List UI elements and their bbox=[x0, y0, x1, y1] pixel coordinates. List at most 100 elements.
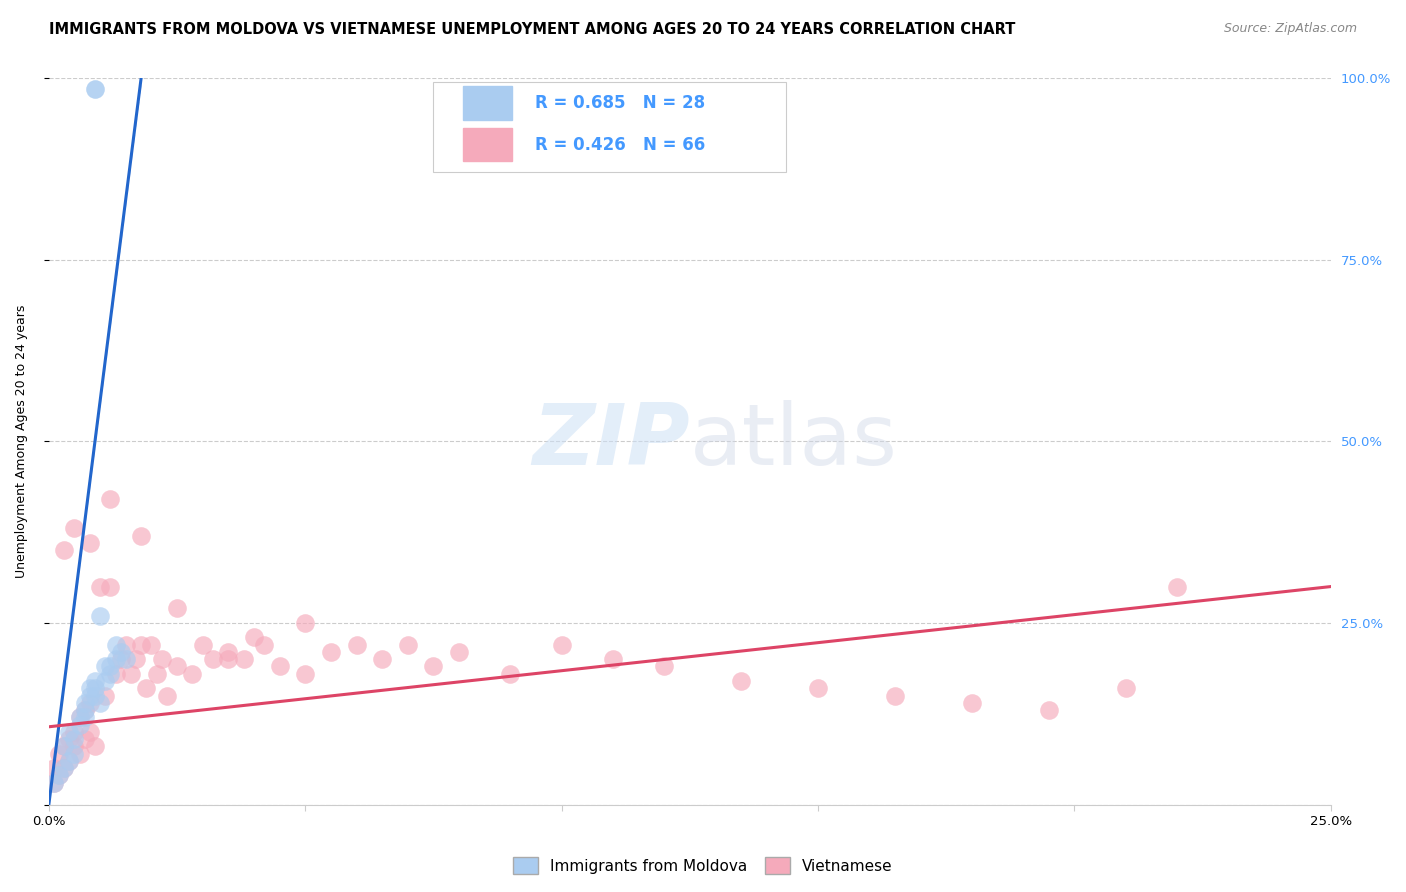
Point bbox=[42, 761, 65, 775]
Point bbox=[42, 775, 65, 789]
Point bbox=[84, 739, 107, 754]
Point bbox=[58, 754, 80, 768]
Text: atlas: atlas bbox=[690, 400, 898, 483]
Point bbox=[100, 659, 122, 673]
Point bbox=[53, 739, 76, 754]
Point bbox=[100, 580, 122, 594]
Point bbox=[499, 666, 522, 681]
Point bbox=[73, 703, 96, 717]
Point bbox=[319, 645, 342, 659]
Point bbox=[48, 768, 70, 782]
Point bbox=[449, 645, 471, 659]
Point bbox=[114, 652, 136, 666]
Point bbox=[960, 696, 983, 710]
Point bbox=[100, 492, 122, 507]
Point bbox=[69, 710, 91, 724]
Point bbox=[110, 645, 132, 659]
Point bbox=[89, 696, 111, 710]
Point bbox=[129, 529, 152, 543]
Point bbox=[58, 754, 80, 768]
Point bbox=[69, 747, 91, 761]
Text: ZIP: ZIP bbox=[533, 400, 690, 483]
Point bbox=[73, 703, 96, 717]
Point bbox=[73, 710, 96, 724]
Point bbox=[201, 652, 224, 666]
Point bbox=[69, 710, 91, 724]
Point bbox=[217, 645, 239, 659]
Point bbox=[63, 732, 86, 747]
Point bbox=[145, 666, 167, 681]
Point bbox=[269, 659, 291, 673]
Point bbox=[166, 601, 188, 615]
Point bbox=[602, 652, 624, 666]
Point bbox=[150, 652, 173, 666]
Point bbox=[53, 761, 76, 775]
Text: R = 0.685   N = 28: R = 0.685 N = 28 bbox=[534, 94, 704, 112]
Point bbox=[84, 82, 107, 96]
Point bbox=[104, 638, 127, 652]
Point bbox=[94, 689, 117, 703]
FancyBboxPatch shape bbox=[433, 81, 786, 172]
Point bbox=[166, 659, 188, 673]
Point bbox=[104, 666, 127, 681]
Point bbox=[94, 659, 117, 673]
Point bbox=[135, 681, 157, 696]
Bar bbox=[463, 87, 512, 120]
Point bbox=[1166, 580, 1188, 594]
Point bbox=[422, 659, 444, 673]
Point bbox=[84, 681, 107, 696]
Point bbox=[217, 652, 239, 666]
Point bbox=[79, 536, 101, 550]
Point bbox=[89, 608, 111, 623]
Point bbox=[73, 732, 96, 747]
Point bbox=[63, 739, 86, 754]
Point bbox=[141, 638, 163, 652]
Point bbox=[181, 666, 204, 681]
Point bbox=[63, 724, 86, 739]
Point bbox=[129, 638, 152, 652]
Point bbox=[652, 659, 675, 673]
Point bbox=[53, 761, 76, 775]
Point bbox=[371, 652, 394, 666]
Point bbox=[63, 521, 86, 535]
Point bbox=[53, 739, 76, 754]
Point bbox=[63, 747, 86, 761]
Text: IMMIGRANTS FROM MOLDOVA VS VIETNAMESE UNEMPLOYMENT AMONG AGES 20 TO 24 YEARS COR: IMMIGRANTS FROM MOLDOVA VS VIETNAMESE UN… bbox=[49, 22, 1015, 37]
Point bbox=[243, 631, 266, 645]
Point bbox=[253, 638, 276, 652]
Point bbox=[1115, 681, 1137, 696]
Point bbox=[84, 689, 107, 703]
Point bbox=[84, 673, 107, 688]
Point bbox=[42, 775, 65, 789]
Point bbox=[346, 638, 368, 652]
Point bbox=[294, 666, 316, 681]
Point bbox=[550, 638, 572, 652]
Point bbox=[156, 689, 179, 703]
Point bbox=[730, 673, 752, 688]
Point bbox=[73, 696, 96, 710]
Point bbox=[125, 652, 148, 666]
Point bbox=[89, 580, 111, 594]
Point bbox=[120, 666, 142, 681]
Point bbox=[79, 681, 101, 696]
Point bbox=[114, 638, 136, 652]
Point bbox=[94, 673, 117, 688]
Point bbox=[396, 638, 419, 652]
Point bbox=[1038, 703, 1060, 717]
Text: R = 0.426   N = 66: R = 0.426 N = 66 bbox=[534, 136, 704, 153]
Point bbox=[79, 689, 101, 703]
Point bbox=[294, 615, 316, 630]
Point bbox=[53, 543, 76, 558]
Y-axis label: Unemployment Among Ages 20 to 24 years: Unemployment Among Ages 20 to 24 years bbox=[15, 304, 28, 578]
Point bbox=[79, 724, 101, 739]
Point bbox=[232, 652, 254, 666]
Point bbox=[110, 652, 132, 666]
Point bbox=[58, 732, 80, 747]
Bar bbox=[463, 128, 512, 161]
Point bbox=[884, 689, 907, 703]
Text: Source: ZipAtlas.com: Source: ZipAtlas.com bbox=[1223, 22, 1357, 36]
Point bbox=[58, 724, 80, 739]
Legend: Immigrants from Moldova, Vietnamese: Immigrants from Moldova, Vietnamese bbox=[508, 851, 898, 880]
Point bbox=[48, 768, 70, 782]
Point bbox=[48, 747, 70, 761]
